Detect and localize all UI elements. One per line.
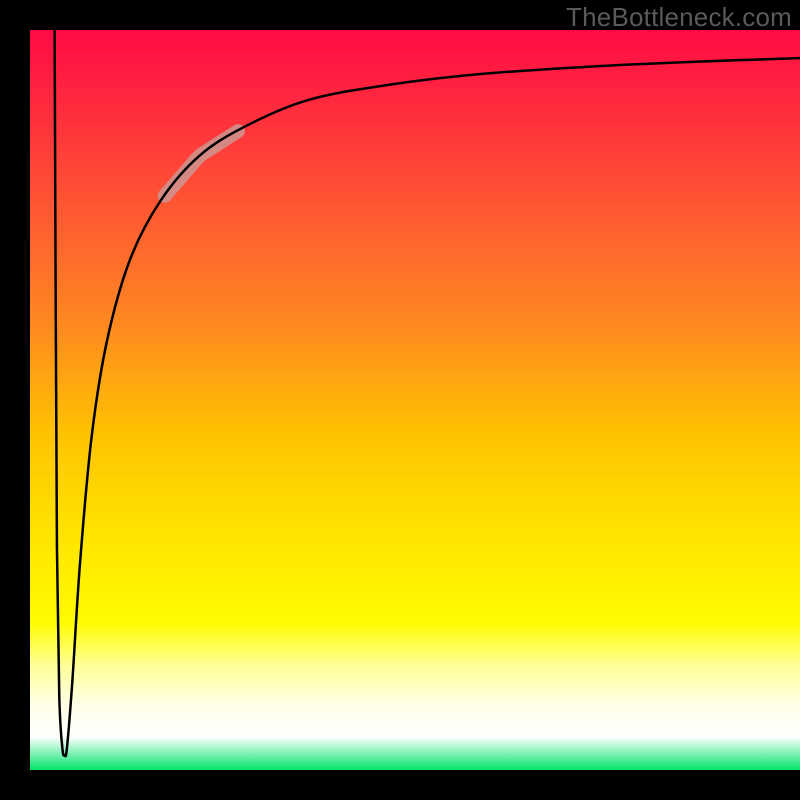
figure-root: TheBottleneck.com bbox=[0, 0, 800, 800]
gradient-background bbox=[30, 30, 800, 770]
bottleneck-chart bbox=[0, 0, 800, 800]
